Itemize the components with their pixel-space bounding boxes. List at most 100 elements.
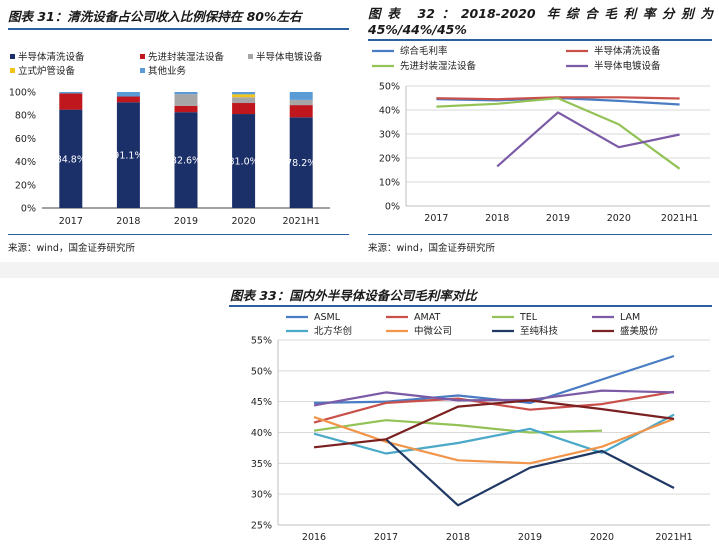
bar-segment <box>174 105 198 113</box>
x-tick-label: 2017 <box>59 216 83 227</box>
bar-segment <box>116 102 140 208</box>
bar-segment <box>174 94 198 106</box>
x-tick-label: 2019 <box>546 213 570 224</box>
legend-label-3: 半导体电镀设备 <box>594 60 661 72</box>
y-tick-label: 0% <box>385 202 400 213</box>
legend-label-0: 半导体清洗设备 <box>18 51 85 63</box>
legend-label-0: ASML <box>314 312 341 323</box>
legend-label-1: 先进封装湿法设备 <box>148 51 225 63</box>
chart2-bottom-rule <box>368 234 712 235</box>
y-tick-label: 50% <box>251 366 272 377</box>
chart1-title: 图表 31：清洗设备占公司收入比例保持在 80%左右 <box>8 9 302 24</box>
legend-label-6: 至纯科技 <box>520 325 559 337</box>
legend-swatch-3 <box>10 68 15 73</box>
x-tick-label: 2019 <box>518 532 542 543</box>
legend-label-2: TEL <box>519 312 538 323</box>
legend-label-5: 中微公司 <box>414 325 452 337</box>
series-line-2 <box>313 419 603 434</box>
x-tick-label: 2016 <box>302 532 326 543</box>
legend-label-4: 北方华创 <box>314 325 352 337</box>
legend-label-7: 盛美股份 <box>620 325 659 337</box>
series-line-7 <box>313 399 675 449</box>
series-line-4 <box>313 413 675 455</box>
bar-segment <box>116 96 140 103</box>
y-tick-label: 45% <box>251 397 272 408</box>
bar-segment <box>174 92 198 95</box>
chart3-title: 图表 33：国内外半导体设备公司毛利率对比 <box>230 288 477 303</box>
y-tick-label: 30% <box>251 490 272 501</box>
x-tick-label: 2018 <box>116 216 140 227</box>
y-tick-label: 40% <box>251 428 272 439</box>
y-tick-label: 35% <box>251 459 272 470</box>
y-tick-label: 30% <box>379 130 400 141</box>
x-tick-label: 2021H1 <box>661 213 698 224</box>
chart1-title-rule <box>8 28 349 30</box>
chart1-source: 来源：wind，国金证券研究所 <box>8 243 135 254</box>
x-tick-label: 2021H1 <box>283 216 320 227</box>
y-tick-label: 25% <box>251 521 272 532</box>
series-line-6 <box>385 438 675 507</box>
x-tick-label: 2017 <box>374 532 398 543</box>
legend-swatch-0 <box>10 54 15 59</box>
bar-segment <box>59 109 83 208</box>
chart2-title-rule <box>368 39 712 41</box>
bar-segment <box>59 92 83 94</box>
bar-segment <box>232 94 256 98</box>
data-label: 82.6% <box>171 156 201 167</box>
legend-swatch-2 <box>248 54 253 59</box>
legend-label-2: 先进封装湿法设备 <box>400 60 477 72</box>
chart3-canvas: ASML AMAT TEL LAM 北方华创 中微公司 至纯科技 盛美股份 25% 30% 35% 4… <box>251 312 710 543</box>
y-tick-label: 20% <box>379 154 400 165</box>
legend-label-0: 综合毛利率 <box>400 45 448 57</box>
x-tick-label: 2019 <box>174 216 198 227</box>
legend-label-2: 半导体电镀设备 <box>256 51 323 63</box>
x-tick-label: 2020 <box>607 213 631 224</box>
chart3-title-rule <box>229 305 712 307</box>
data-label: 84.8% <box>56 154 86 165</box>
y-tick-label: 60% <box>15 134 36 145</box>
legend-swatch-1 <box>140 54 145 59</box>
data-label: 91.1% <box>113 151 143 162</box>
y-tick-label: 100% <box>9 88 36 99</box>
bar-segment <box>232 97 256 104</box>
y-tick-label: 80% <box>15 111 36 122</box>
series-line-2 <box>436 97 681 170</box>
bar-segment <box>232 114 256 208</box>
section-gap <box>0 262 719 278</box>
x-tick-label: 2021H1 <box>655 532 692 543</box>
legend-label-3: LAM <box>620 312 640 323</box>
y-tick-label: 40% <box>15 157 36 168</box>
bar-segment <box>59 93 83 110</box>
y-tick-label: 0% <box>21 204 36 215</box>
bar-segment <box>289 92 313 100</box>
x-tick-label: 2017 <box>424 213 448 224</box>
bar-segment <box>232 103 256 115</box>
x-tick-label: 2018 <box>446 532 470 543</box>
series-line-5 <box>313 416 675 465</box>
data-label: 81.0% <box>229 157 259 168</box>
bar-segment <box>289 117 313 208</box>
bar-segment <box>289 105 313 118</box>
legend-label-4: 其他业务 <box>148 65 187 77</box>
series-line-3 <box>496 111 680 168</box>
data-label: 78.2% <box>286 158 316 169</box>
bar-segment <box>289 99 313 106</box>
bar-segment <box>174 112 198 208</box>
y-tick-label: 20% <box>15 180 36 191</box>
legend-swatch-4 <box>140 68 145 73</box>
chart1-bottom-rule <box>8 234 349 235</box>
chart2-title: 图表 32：2018-2020 年综合毛利率分别为 45%/44%/45% <box>368 6 713 37</box>
chart2-source: 来源：wind，国金证券研究所 <box>368 243 495 254</box>
bar-segment <box>232 92 256 95</box>
y-tick-label: 55% <box>251 336 272 347</box>
y-tick-label: 40% <box>379 106 400 117</box>
legend-label-1: AMAT <box>414 312 440 323</box>
x-tick-label: 2020 <box>590 532 614 543</box>
y-tick-label: 50% <box>379 82 400 93</box>
x-tick-label: 2020 <box>232 216 256 227</box>
legend-label-3: 立式炉管设备 <box>18 65 76 77</box>
x-tick-label: 2018 <box>485 213 509 224</box>
bar-segment <box>116 92 140 97</box>
